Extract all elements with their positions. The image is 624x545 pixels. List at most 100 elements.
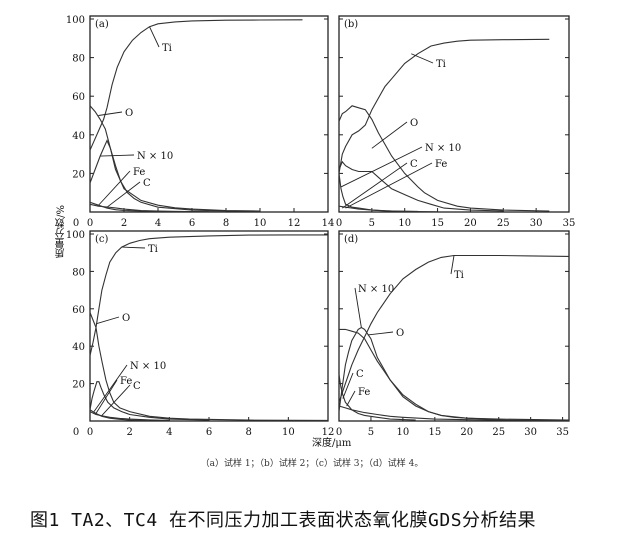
x-tick-label: 35 (563, 218, 576, 229)
x-tick-label: 6 (189, 218, 195, 229)
annotation-leader (342, 162, 408, 209)
series-line-ti (89, 19, 303, 151)
series-label-o: O (410, 118, 418, 129)
x-tick-label: 8 (223, 218, 229, 229)
panel-label: (a) (95, 19, 109, 30)
series-line-o (339, 328, 570, 421)
panel-b: (b) 0 5 10 15 20 25 30 35 Ti O N × 10 C Fe (336, 15, 576, 229)
series-line-c (89, 203, 210, 213)
annotation-leader (149, 26, 160, 48)
annotation-leader (450, 255, 455, 275)
panel-label: (c) (95, 234, 109, 245)
annotation-leader (93, 364, 128, 412)
series-line-o (338, 105, 550, 212)
annotation-leader (106, 181, 141, 208)
subcaption: （a）试样 1；（b）试样 2；（c）试样 3；（d）试样 4。 (200, 459, 424, 469)
annotation-leader (95, 316, 120, 325)
y-tick-label: 100 (66, 230, 85, 241)
y-tick-label: 0 (73, 427, 79, 438)
plot-frame (338, 230, 570, 422)
series-label-ti: Ti (436, 59, 446, 70)
series-line-n10 (338, 160, 504, 212)
panel-label: (d) (344, 234, 358, 245)
annotation-leader (121, 246, 146, 249)
series-label-ti: Ti (454, 270, 464, 281)
x-tick-label: 0 (87, 427, 93, 438)
annotation-leader (411, 53, 434, 64)
series-line-ti (338, 254, 570, 403)
series-label-c: C (410, 159, 418, 170)
x-tick-label: 4 (155, 218, 161, 229)
y-tick-label: 40 (72, 131, 85, 142)
series-label-o: O (122, 313, 130, 324)
annotation-leader (95, 379, 118, 414)
y-tick-label: 80 (72, 54, 85, 65)
x-tick-label: 5 (368, 427, 374, 438)
y-tick-label: 20 (72, 169, 85, 180)
panel-label: (b) (344, 19, 358, 30)
annotation-leader (367, 331, 394, 336)
x-tick-label: 15 (428, 427, 441, 438)
y-tick-label: 60 (72, 305, 85, 316)
y-axis-label: 质量分数/% (56, 205, 67, 258)
y-tick-label: 0 (73, 218, 79, 229)
annotation-leader (354, 287, 362, 328)
series-label-c: C (133, 381, 141, 392)
series-label-ti: Ti (148, 244, 158, 255)
series-label-o: O (125, 108, 133, 119)
panel-a: (a) 0 2 4 6 8 10 12 14 20 40 60 80 100 0 Ti O N × 10 FeC (66, 15, 334, 229)
y-tick-label: 60 (72, 92, 85, 103)
annotation-leader (346, 390, 356, 407)
series-line-o (89, 105, 261, 212)
x-tick-label: 2 (126, 427, 132, 438)
panel-c: (c) 0 2 4 6 8 10 12 20 40 60 80 100 0 Ti O N × 10 Fe C (66, 230, 334, 438)
x-tick-label: 0 (336, 218, 342, 229)
x-tick-label: 14 (322, 218, 335, 229)
x-tick-label: 0 (87, 218, 93, 229)
series-line-fe (338, 405, 570, 421)
x-tick-label: 10 (398, 218, 411, 229)
series-line-c (89, 411, 170, 421)
x-tick-label: 10 (397, 427, 410, 438)
y-tick-label: 40 (72, 342, 85, 353)
x-tick-label: 25 (497, 218, 510, 229)
series-label-ti: Ti (162, 43, 172, 54)
x-tick-label: 35 (556, 427, 569, 438)
series-label-n10: N × 10 (425, 143, 461, 154)
x-tick-label: 15 (431, 218, 444, 229)
series-line-ti (338, 38, 550, 174)
x-tick-label: 5 (369, 218, 375, 229)
x-tick-label: 12 (322, 427, 335, 438)
annotation-leader (342, 372, 354, 399)
series-label-fe: Fe (435, 159, 447, 170)
annotation-leader (371, 121, 408, 149)
y-tick-label: 20 (72, 380, 85, 391)
x-tick-label: 20 (460, 427, 473, 438)
x-tick-label: 25 (492, 427, 505, 438)
series-label-c: C (143, 178, 151, 189)
series-label-n10: N × 10 (137, 151, 173, 162)
series-label-c: C (356, 369, 364, 380)
x-tick-label: 10 (254, 218, 267, 229)
annotation-leader (340, 146, 423, 188)
series-label-n10: N × 10 (358, 284, 394, 295)
annotation-leader (98, 170, 131, 206)
x-tick-label: 30 (530, 218, 543, 229)
x-axis-label: 深度/μm (312, 438, 352, 449)
x-tick-label: 20 (464, 218, 477, 229)
x-tick-label: 8 (245, 427, 251, 438)
x-tick-label: 2 (121, 218, 127, 229)
plot-frame (338, 15, 570, 213)
annotation-leader (100, 154, 135, 157)
series-label-fe: Fe (358, 387, 370, 398)
annotation-leader (345, 162, 433, 209)
y-tick-label: 80 (72, 267, 85, 278)
series-label-fe: Fe (133, 167, 145, 178)
series-label-n10: N × 10 (130, 361, 166, 372)
x-tick-label: 4 (166, 427, 172, 438)
panel-d: (d) 0 5 10 15 20 25 30 35 Ti N × 10 O C Fe (336, 230, 570, 438)
series-line-ti (89, 234, 328, 356)
series-label-fe: Fe (120, 376, 132, 387)
plot-frame (89, 230, 329, 422)
